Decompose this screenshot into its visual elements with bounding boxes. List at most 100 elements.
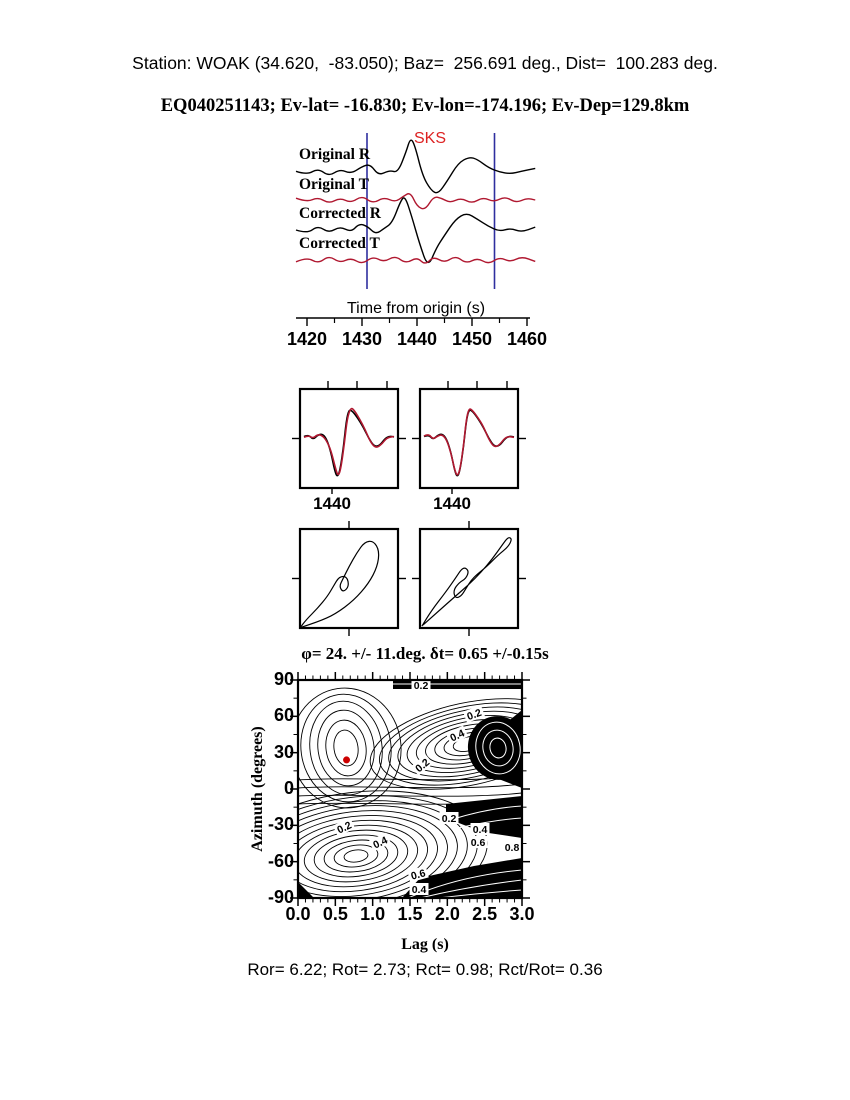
label-text: 0.2 (465, 707, 483, 723)
lag-tick-label: 1.5 (397, 904, 423, 924)
contour-line (323, 839, 389, 873)
pulse-comparison-panel (292, 381, 526, 494)
time-tick-label: 1440 (396, 329, 438, 349)
label-text: 0.6 (410, 867, 427, 882)
lag-tick-label: 0.0 (285, 904, 311, 924)
particle-motion-box (298, 527, 400, 630)
label-text: 0.2 (414, 680, 429, 692)
azimuth-tick-label: -30 (267, 814, 294, 835)
label-bg (411, 679, 431, 691)
trace-label-original-t: Original T (299, 176, 369, 193)
contour-line (298, 792, 522, 797)
contour-value-label: 0.6 (407, 865, 429, 883)
contour-value-label: 0.4 (470, 823, 490, 836)
contour-line (298, 805, 458, 898)
contour-line (298, 800, 468, 898)
contour-line (303, 829, 409, 883)
contour-line (298, 783, 522, 789)
azimuth-tick-label: 60 (273, 705, 294, 726)
contour-line (298, 814, 438, 898)
contour-art (298, 680, 522, 898)
time-axis-title: Time from origin (s) (347, 300, 486, 317)
lag-axis-label: Lag (s) (401, 936, 449, 953)
trace-original-t (295, 193, 536, 210)
contour-value-label: 0.2 (463, 705, 485, 723)
contour-value-label: 0.6 (468, 836, 488, 849)
label-text: 0.2 (335, 819, 353, 836)
contour-value-label: 0.2 (439, 812, 459, 825)
contour-line (378, 702, 522, 786)
contour-line (300, 693, 392, 803)
label-bg (368, 832, 392, 852)
contour-line (298, 775, 522, 781)
contour-line (298, 810, 448, 898)
splitting-result-line: φ= 24. +/- 11.deg. δt= 0.65 +/-0.15s (301, 644, 549, 663)
contour-line (317, 709, 375, 787)
contour-line-white (419, 879, 522, 898)
label-text: 0.4 (412, 884, 427, 896)
label-text: 0.4 (473, 824, 488, 836)
error-surface-plot: 0.20.20.40.20.20.20.40.40.6 0.80.60.4 (290, 672, 530, 906)
lag-tick-label: 2.5 (472, 904, 498, 924)
label-text: 0.6 (471, 837, 486, 849)
time-tick-label: 1460 (506, 329, 548, 349)
pulse-fast (303, 409, 395, 477)
contour-value-label: 0.2 (411, 679, 431, 692)
dark-region (488, 710, 522, 788)
particle-motion-trace (421, 537, 512, 627)
dark-region (298, 882, 314, 898)
label-bg (445, 725, 469, 745)
label-text: 0.4 (448, 727, 466, 744)
trace-corrected-t (295, 256, 536, 264)
azimuth-tick-label: 90 (273, 669, 294, 689)
trace-label-corrected-t: Corrected T (299, 235, 380, 252)
contour-line (406, 715, 522, 773)
azimuth-tick-label: -90 (267, 886, 294, 907)
label-bg (439, 812, 459, 824)
contour-line (298, 824, 419, 888)
energy-ratio-stats: Ror= 6.22; Rot= 2.73; Rct= 0.98; Rct/Rot… (247, 960, 603, 979)
contour-value-label: 0.8 (502, 841, 522, 854)
trace-label-original-r: Original R (299, 146, 371, 163)
time-tick-label: 1450 (451, 329, 493, 349)
label-text: 0.4 (371, 834, 389, 851)
label-text: 0.2 (442, 813, 457, 825)
contour-line (325, 719, 367, 777)
azimuth-tick-label: 30 (273, 741, 294, 762)
particle-motion-panel (292, 521, 526, 636)
contour-line (313, 834, 399, 878)
event-title: EQ040251143; Ev-lat= -16.830; Ev-lon=-17… (160, 96, 690, 116)
time-tick-label: 1420 (286, 329, 328, 349)
dark-region (402, 858, 522, 898)
contour-line (309, 700, 383, 796)
contour-value-label: 0.4 (409, 883, 429, 896)
contour-line (333, 844, 379, 868)
label-bg (470, 823, 490, 835)
contour-line (482, 729, 514, 767)
contour-line (369, 698, 522, 790)
label-bg (409, 883, 429, 895)
pulse-left-tick-label: 1440 (313, 494, 351, 513)
contour-line-white (457, 817, 522, 829)
trace-original-r (295, 139, 536, 194)
time-tick-label: 1430 (341, 329, 383, 349)
lag-tick-label: 1.0 (360, 904, 386, 924)
contour-value-label: 0.2 (332, 817, 356, 837)
label-bg (463, 705, 485, 723)
lag-tick-label: 2.0 (434, 904, 460, 924)
azimuth-tick-label: -60 (267, 850, 294, 871)
trace-label-corrected-r: Corrected R (299, 205, 381, 222)
lag-tick-label: 3.0 (509, 904, 535, 924)
pulse-slow (423, 408, 515, 476)
label-bg (407, 865, 429, 883)
contour-art-inner (298, 680, 522, 898)
seismogram-panel (295, 133, 536, 326)
contour-value-label: 0.4 (445, 725, 469, 745)
azimuth-tick-label: 0 (283, 777, 294, 798)
label-text: 0.8 (505, 842, 520, 854)
contour-line (333, 729, 359, 767)
contour-line (388, 706, 522, 782)
phase-label: SKS (414, 130, 447, 147)
trace-corrected-r (295, 197, 536, 264)
